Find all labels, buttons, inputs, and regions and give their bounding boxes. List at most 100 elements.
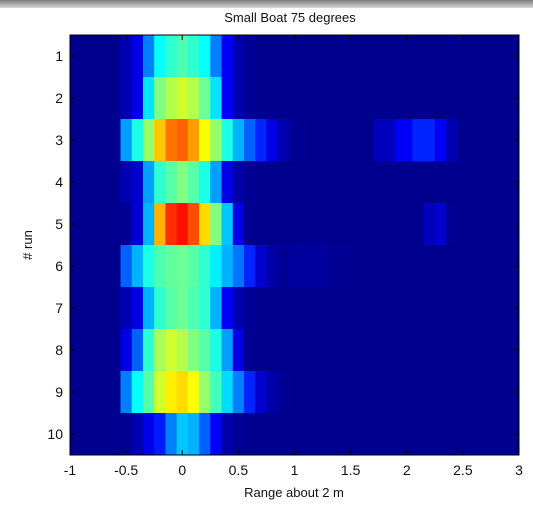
heatmap-cell [142,329,155,372]
heatmap-cell [221,287,234,330]
heatmap-cell [176,287,189,330]
heatmap-cell [154,413,167,455]
heatmap-cell [243,119,256,162]
heatmap-cell [131,329,144,372]
heatmap-cell [412,119,425,162]
heatmap-cell [154,371,167,414]
x-tick-label: -0.5 [114,462,138,478]
heatmap-cell [243,287,256,330]
heatmap-cell [120,287,133,330]
chart-title: Small Boat 75 degrees [224,10,356,25]
heatmap-cell [210,35,223,78]
heatmap-cell [232,245,245,288]
heatmap-cell [434,203,447,246]
x-tick-label: 2.5 [453,462,473,478]
heatmap-cell [210,203,223,246]
heatmap-cell [120,413,133,455]
heatmap-cell [176,161,189,204]
heatmap-cell [210,119,223,162]
heatmap-cell [221,329,234,372]
heatmap-cell [176,119,189,162]
x-axis: -1 -0.5 0 0.5 1 1.5 2 2.5 3 [64,35,523,478]
heatmap-cell [232,371,245,414]
heatmap-cell [255,245,268,288]
heatmap-cell [142,35,155,78]
y-tick-label: 4 [55,174,63,190]
heatmap-cell [176,413,189,455]
heatmap-cell [131,161,144,204]
heatmap-cell [187,119,200,162]
heatmap-cell [266,371,279,414]
heatmap-cell [243,161,256,204]
heatmap-cell [221,413,234,455]
heatmap-cell [221,203,234,246]
heatmap-cell [243,329,256,372]
heatmap-cell [187,287,200,330]
heatmap-cell [210,77,223,120]
heatmap-cell [232,287,245,330]
heatmap-cell [232,161,245,204]
heatmap-cell [131,35,144,78]
heatmap-cell [232,329,245,372]
heatmap-cell [210,245,223,288]
heatmap-cell [255,371,268,414]
heatmap-cell [165,329,178,372]
heatmap-cell [221,119,234,162]
heatmap-cell [165,119,178,162]
y-tick-label: 8 [55,342,63,358]
heatmap-cell [120,203,133,246]
heatmap-cell [221,245,234,288]
heatmap-cell [176,371,189,414]
heatmap-cell [423,203,436,246]
heatmap-cell [187,35,200,78]
heatmap-cell [243,35,256,78]
heatmap-cell [120,371,133,414]
heatmap-cell [221,161,234,204]
heatmap-cell [176,245,189,288]
heatmap-cell [142,77,155,120]
heatmap-cell [243,371,256,414]
heatmap-cell [187,203,200,246]
heatmap-cell [187,245,200,288]
heatmap-cell [199,371,211,414]
heatmap-cell [243,77,256,120]
heatmap-cell [373,119,397,162]
heatmap-cell [199,329,211,372]
heatmap-cell [243,245,256,288]
x-tick-label: -1 [64,462,77,478]
heatmap-cell [154,203,167,246]
heatmap-cell [131,77,144,120]
heatmap-cell [120,161,133,204]
heatmap-cell [232,413,245,455]
heatmap-cell [142,287,155,330]
heatmap-cell [288,119,307,162]
heatmap-cell [305,245,329,288]
window-top-band [0,0,533,8]
heatmap-cell [187,161,200,204]
heatmap-cell [176,329,189,372]
x-tick-label: 1.5 [341,462,361,478]
x-tick-label: 3 [515,462,523,478]
heatmap-cell [165,245,178,288]
heatmap-cell [142,161,155,204]
heatmap-cell [120,245,133,288]
heatmap-cell [154,161,167,204]
heatmap-cell [210,329,223,372]
heatmap-cell [131,203,144,246]
heatmap-cell [176,77,189,120]
heatmap-cell [232,35,245,78]
y-tick-label: 9 [55,384,63,400]
heatmap-cell [131,245,144,288]
heatmap-cell [154,35,167,78]
heatmap-cell [221,371,234,414]
heatmap-cell [187,413,200,455]
y-tick-label: 2 [55,90,63,106]
x-axis-label: Range about 2 m [244,485,344,500]
y-tick-label: 7 [55,300,63,316]
heatmap-cell [165,413,178,455]
heatmap-cell [232,77,245,120]
heatmap-cell [199,413,211,455]
heatmap-cell [210,371,223,414]
heatmap-cell [187,77,200,120]
